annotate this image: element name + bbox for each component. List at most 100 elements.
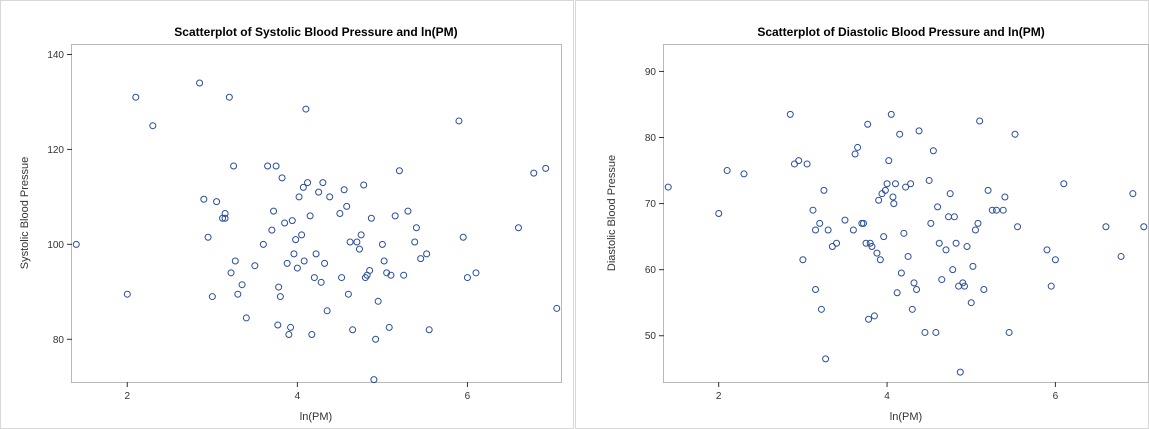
scatter-point (238, 281, 246, 289)
scatter-point (967, 299, 975, 307)
scatter-point (946, 190, 954, 198)
scatter-point (891, 180, 899, 188)
scatter-point (268, 226, 276, 234)
scatter-point (208, 293, 216, 301)
scatter-point (343, 202, 351, 210)
scatter-point (292, 236, 300, 244)
scatter-point (812, 226, 820, 234)
scatter-point (310, 274, 318, 282)
scatter-point (553, 304, 561, 312)
scatter-point (878, 190, 886, 198)
scatter-point (890, 200, 898, 208)
scatter-point (366, 266, 374, 274)
scatter-point (1011, 130, 1019, 138)
scatter-point (1001, 193, 1009, 201)
scatter-point (514, 224, 522, 232)
scatter-point (372, 335, 380, 343)
x-tick-label: 6 (1053, 391, 1059, 402)
scatter-point (862, 239, 870, 247)
scatter-point (883, 180, 891, 188)
scatter-point (812, 285, 820, 293)
scatter-point (833, 239, 841, 247)
panel-border (0, 0, 574, 429)
scatter-point (213, 198, 221, 206)
scatter-point (820, 186, 828, 194)
scatter-point (897, 269, 905, 277)
scatter-point (1005, 328, 1013, 336)
x-tick-label: 4 (884, 391, 890, 402)
scatter-point (304, 179, 312, 187)
scatter-point (204, 233, 212, 241)
scatter-point (306, 212, 314, 220)
x-tick-label: 4 (295, 391, 301, 402)
chart-title: Scatterplot of Diastolic Blood Pressure … (757, 25, 1044, 39)
scatter-point (275, 283, 283, 291)
scatter-point (278, 174, 286, 182)
scatter-point (893, 289, 901, 297)
scatter-point (287, 323, 295, 331)
scatter-point (929, 147, 937, 155)
scatter-point (285, 331, 293, 339)
x-axis-ticks: 2 4 6 (124, 382, 471, 402)
y-tick-label: 120 (47, 145, 64, 156)
scatter-point (319, 179, 327, 187)
scatter-point (950, 213, 958, 221)
scatter-point (822, 355, 830, 363)
y-tick-label: 90 (645, 67, 657, 78)
scatter-point (1129, 190, 1137, 198)
scatter-point (945, 213, 953, 221)
scatter-point (391, 212, 399, 220)
scatter-point (904, 252, 912, 260)
scatter-point (336, 210, 344, 217)
y-axis-label: Diastolic Blood Pressue (606, 155, 618, 271)
scatter-point (925, 176, 933, 184)
scatter-point (876, 256, 884, 264)
scatter-point (387, 271, 395, 279)
scatter-point (896, 130, 904, 138)
scatter-point (227, 269, 235, 277)
x-tick-label: 2 (716, 391, 722, 402)
scatter-point (828, 243, 836, 251)
y-axis-label: Systolic Blood Pressue (19, 157, 31, 270)
scatter-point (346, 238, 354, 246)
scatter-point (881, 186, 889, 194)
scatter-point (302, 105, 310, 113)
y-tick-label: 140 (47, 50, 64, 61)
scatter-point (851, 150, 859, 158)
scatter-point (455, 117, 463, 125)
scatter-point (938, 276, 946, 284)
scatter-point (1014, 223, 1022, 231)
scatter-point (803, 160, 811, 168)
scatter-point (921, 328, 929, 336)
scatter-point (290, 250, 298, 258)
scatter-point (231, 257, 239, 265)
scatter-point (870, 312, 878, 320)
scatter-point (963, 243, 971, 251)
y-tick-label: 60 (645, 265, 657, 276)
scatter-point (221, 210, 229, 217)
scatter-point (283, 259, 291, 267)
scatter-point (900, 229, 908, 237)
scatter-point (969, 262, 977, 270)
scatter-point (308, 331, 316, 339)
data-points (72, 79, 561, 384)
scatter-point (999, 206, 1007, 214)
scatter-point (370, 376, 378, 384)
scatter-point (404, 207, 412, 215)
scatter-point (367, 214, 375, 222)
scatter-point (317, 278, 325, 286)
scatter-point (980, 285, 988, 293)
scatter-point (984, 186, 992, 194)
scatter-point (974, 219, 982, 227)
scatter-point (859, 219, 867, 227)
scatter-point (298, 231, 306, 239)
scatter-point (915, 127, 923, 135)
scatter-point (288, 217, 296, 225)
scatter-point (889, 193, 897, 201)
scatter-point (959, 279, 967, 287)
scatter-point (423, 250, 431, 258)
scatter-point (992, 206, 1000, 214)
scatter-point (956, 368, 964, 376)
scatter-point (300, 257, 308, 265)
scatter-point (225, 93, 233, 101)
